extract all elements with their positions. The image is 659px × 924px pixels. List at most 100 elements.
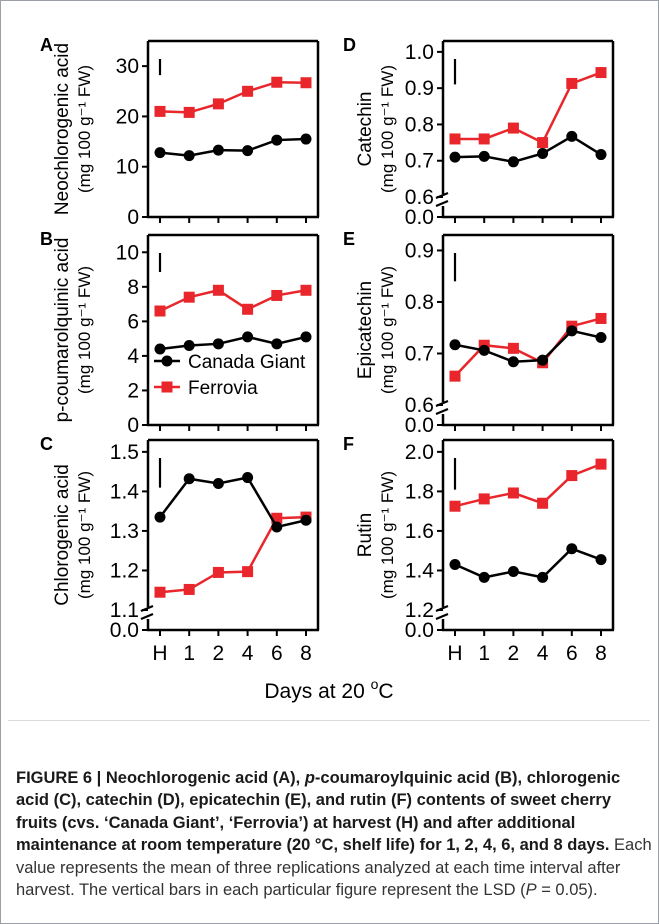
series-line-ferrovia [159, 80, 307, 114]
y-axis-label: Epicatechin [355, 281, 376, 379]
panel-d: 0.00.6 0.7 0.8 0.9 1.0 Catechin (mg 100 g⁻¹ FW… [343, 35, 615, 229]
data-point-canada-giant [595, 554, 607, 566]
panel-c: 0.01.1 1.2 1.3 1.4 1.5 H 1 2 4 6 8 Chlorogenic acid… [40, 434, 320, 665]
y-tick-label: 0 [127, 414, 139, 437]
data-point-canada-giant [212, 144, 224, 156]
series-line-canada-giant [159, 476, 307, 529]
data-point-ferrovia [507, 487, 519, 499]
data-point-ferrovia [449, 370, 461, 382]
data-point-ferrovia [271, 512, 283, 524]
data-point-canada-giant [300, 133, 312, 145]
y-tick-label: 0.6 [405, 186, 434, 209]
y-tick-label: 1.2 [405, 599, 434, 622]
y-tick-label: 0.8 [405, 291, 434, 314]
y-tick-label: 6 [127, 310, 139, 333]
series-line-ferrovia [455, 71, 602, 145]
data-point-ferrovia [507, 122, 519, 134]
y-tick-label: 1.0 [405, 41, 434, 64]
panel-letter: F [343, 434, 354, 454]
panel-f: 0.01.2 1.4 1.6 1.8 2.0 H 1 2 4 6 8 Rutin (mg 100 g⁻¹… [343, 434, 615, 665]
data-point-canada-giant [449, 151, 461, 163]
x-tick-label: 4 [537, 642, 549, 665]
data-point-ferrovia [507, 342, 519, 354]
data-point-ferrovia [154, 305, 166, 317]
series-line-ferrovia [454, 317, 602, 378]
y-tick-label: 1.3 [110, 520, 139, 543]
data-point-canada-giant [537, 354, 549, 366]
panel-a: 0 10 20 30 Neochlorogenic acid (mg 100 g⁻¹ FW… [40, 35, 320, 229]
y-tick-label: 1.2 [110, 559, 139, 582]
x-tick-label: 1 [478, 642, 490, 665]
data-point-canada-giant [154, 511, 166, 523]
y-tick-label: 0.6 [405, 394, 434, 417]
x-tick-label: 6 [271, 642, 283, 665]
caption-normal-1: Each value represents the mean of three … [16, 836, 652, 900]
data-point-canada-giant [507, 565, 519, 577]
y-tick-label: 10 [116, 156, 139, 179]
x-tick-label: 4 [242, 642, 254, 665]
data-point-ferrovia [212, 284, 224, 296]
data-point-canada-giant [537, 147, 549, 159]
data-point-canada-giant [566, 130, 578, 142]
data-point-ferrovia [300, 77, 312, 89]
y-tick-label: 0.0 [110, 619, 139, 642]
caption-bold-italic-p: p [304, 769, 315, 787]
caption-bold-2: -coumaroylquinic acid (B), chlorogenic a… [16, 769, 621, 855]
legend-marker-circle [161, 355, 173, 367]
panel-letter: E [343, 229, 355, 249]
y-tick-label: 0.7 [405, 150, 434, 173]
data-point-canada-giant [300, 514, 312, 526]
data-point-canada-giant [271, 521, 283, 533]
data-point-ferrovia [154, 105, 166, 117]
data-point-canada-giant [271, 134, 283, 146]
data-point-ferrovia [154, 586, 166, 598]
data-point-canada-giant [507, 356, 519, 368]
panel-letter: D [343, 35, 356, 55]
data-point-canada-giant [507, 156, 519, 168]
panel-letter: A [40, 35, 53, 55]
x-tick-label: 8 [595, 642, 607, 665]
x-tick-label: 8 [300, 642, 312, 665]
panel-b: 0 2 4 6 8 10 p-coumarolquinic acid (mg 100 g⁻¹ … [40, 229, 320, 437]
data-point-canada-giant [242, 145, 254, 157]
data-point-ferrovia [595, 458, 607, 470]
y-tick-label: 4 [127, 345, 139, 368]
y-axis-label: Catechin [355, 92, 376, 167]
data-point-canada-giant [154, 343, 166, 355]
data-point-ferrovia [595, 312, 607, 324]
data-point-ferrovia [212, 98, 224, 110]
data-point-ferrovia [566, 470, 578, 482]
data-point-canada-giant [271, 338, 283, 350]
panel-letter: B [40, 229, 53, 249]
y-tick-label: 0.0 [405, 414, 434, 437]
y-axis-unit-label: (mg 100 g⁻¹ FW) [75, 266, 94, 394]
caption-normal-2: = 0.05). [536, 881, 598, 900]
data-point-canada-giant [449, 339, 461, 351]
legend-marker-square [161, 381, 173, 393]
y-tick-label: 0 [127, 206, 139, 229]
x-tick-label: 2 [508, 642, 520, 665]
y-tick-label: 0.9 [405, 239, 434, 262]
data-point-ferrovia [242, 566, 254, 578]
data-point-ferrovia [183, 291, 195, 303]
data-point-canada-giant [566, 543, 578, 555]
data-point-ferrovia [212, 566, 224, 578]
legend-label: Ferrovia [188, 378, 258, 399]
y-tick-label: 30 [116, 55, 139, 78]
series-line-canada-giant [454, 134, 602, 164]
data-point-ferrovia [449, 133, 461, 145]
caption-bold-1: FIGURE 6 | Neochlorogenic acid (A), [16, 769, 305, 787]
series-line-canada-giant [159, 335, 307, 351]
y-tick-label: 1.8 [405, 480, 434, 503]
data-point-ferrovia [478, 493, 490, 505]
series-line-ferrovia [159, 288, 307, 313]
caption-italic-p-value: P [525, 881, 537, 900]
data-point-canada-giant [154, 147, 166, 159]
series-line-canada-giant [159, 137, 307, 157]
y-axis-unit-label: (mg 100 g⁻¹ FW) [75, 65, 94, 193]
y-axis-label: p-coumarolquinic acid [52, 238, 73, 423]
data-point-canada-giant [566, 325, 578, 337]
data-point-canada-giant [183, 340, 195, 352]
data-point-canada-giant [212, 338, 224, 350]
